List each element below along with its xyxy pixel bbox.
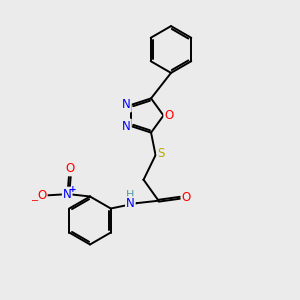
- Text: N: N: [63, 188, 72, 201]
- Text: N: N: [126, 197, 135, 210]
- Text: O: O: [38, 189, 46, 202]
- Text: N: N: [122, 98, 131, 111]
- Text: O: O: [164, 109, 173, 122]
- Text: −: −: [31, 196, 40, 206]
- Text: +: +: [69, 184, 76, 194]
- Text: H: H: [126, 190, 134, 200]
- Text: O: O: [182, 191, 191, 204]
- Text: N: N: [122, 120, 131, 133]
- Text: S: S: [157, 147, 165, 160]
- Text: O: O: [65, 162, 74, 176]
